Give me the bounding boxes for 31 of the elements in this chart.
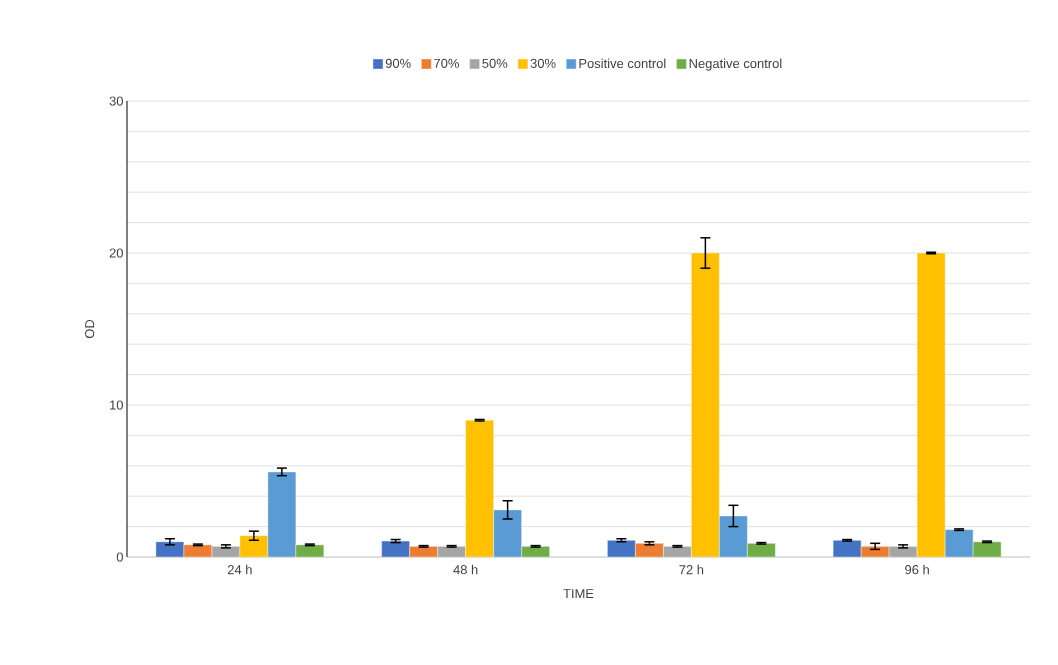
- bar: [267, 471, 297, 557]
- bar: [888, 546, 918, 557]
- bar: [832, 540, 862, 557]
- bar: [381, 540, 410, 557]
- bar: [972, 541, 1002, 557]
- bar: [944, 529, 974, 557]
- y-axis-title: OD: [85, 319, 95, 339]
- bar: [916, 252, 946, 557]
- legend-label: Positive control: [579, 58, 666, 69]
- x-axis-title: TIME: [563, 589, 594, 599]
- legend-label: 70%: [434, 58, 459, 68]
- x-tick-label: 48 h: [453, 564, 478, 575]
- bar: [493, 509, 522, 557]
- bar: [691, 252, 720, 557]
- bar: [719, 515, 748, 557]
- x-tick-label: 24 h: [227, 564, 252, 575]
- bar: [860, 546, 890, 557]
- y-tick-label: 0: [116, 552, 123, 562]
- bar: [239, 535, 269, 557]
- x-tick-label: 96 h: [905, 564, 929, 575]
- y-tick-label: 10: [110, 400, 123, 410]
- legend-label: 90%: [385, 58, 411, 68]
- legend-label: Negative control: [689, 58, 782, 71]
- bar: [465, 420, 494, 557]
- legend-label: 50%: [482, 58, 508, 68]
- y-tick-label: 20: [109, 248, 123, 258]
- legend-label: 30%: [530, 58, 556, 68]
- y-tick-label: 30: [109, 96, 123, 106]
- bar: [607, 540, 636, 557]
- x-tick-label: 72 h: [679, 564, 704, 575]
- bar: [155, 541, 185, 557]
